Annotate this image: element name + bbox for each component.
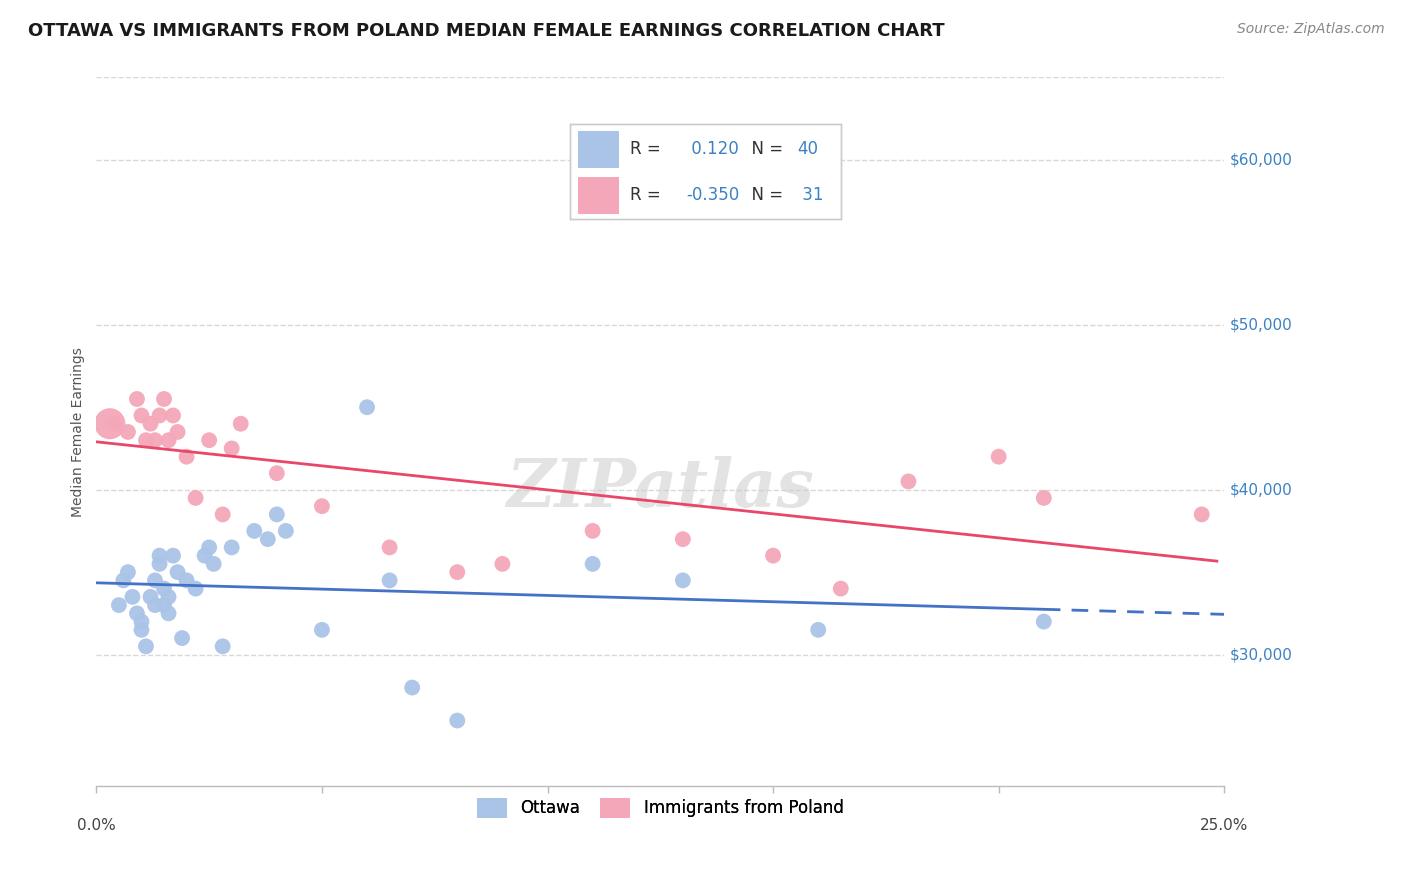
Text: OTTAWA VS IMMIGRANTS FROM POLAND MEDIAN FEMALE EARNINGS CORRELATION CHART: OTTAWA VS IMMIGRANTS FROM POLAND MEDIAN … [28,22,945,40]
Point [176,450,198,464]
Point [194,549,217,563]
Point [491,557,513,571]
Text: $60,000: $60,000 [1230,153,1292,168]
Point [672,532,695,546]
Point [125,392,148,406]
Text: ZIPatlas: ZIPatlas [506,456,814,521]
Point [446,565,468,579]
Point [153,598,176,612]
Point [987,450,1010,464]
Point [582,557,605,571]
Point [131,409,153,423]
Point [446,714,468,728]
Point [131,615,153,629]
Point [184,582,207,596]
Point [153,392,176,406]
Point [202,557,225,571]
Point [157,434,180,448]
Point [807,623,830,637]
Legend: Ottawa, Immigrants from Poland: Ottawa, Immigrants from Poland [471,792,851,824]
Text: 25.0%: 25.0% [1201,818,1249,833]
Text: $40,000: $40,000 [1230,483,1292,497]
Text: $30,000: $30,000 [1230,647,1292,662]
Point [157,590,180,604]
Point [198,434,221,448]
Point [143,434,166,448]
Point [162,409,184,423]
Point [135,640,157,654]
Point [762,549,785,563]
Point [139,590,162,604]
Point [125,607,148,621]
Point [311,623,333,637]
Point [135,434,157,448]
Point [103,417,125,431]
Point [131,623,153,637]
Y-axis label: Median Female Earnings: Median Female Earnings [72,347,86,516]
Point [1032,615,1054,629]
Point [98,417,121,431]
Point [157,607,180,621]
Point [221,541,243,555]
Point [830,582,852,596]
Point [139,417,162,431]
Point [117,565,139,579]
Point [121,590,143,604]
Point [166,425,188,439]
Text: 0.0%: 0.0% [77,818,115,833]
Point [184,491,207,505]
Point [108,598,131,612]
Point [211,640,233,654]
Point [162,549,184,563]
Point [311,499,333,513]
Point [117,425,139,439]
Text: $50,000: $50,000 [1230,318,1292,333]
Point [378,541,401,555]
Point [401,681,423,695]
Point [356,401,378,415]
Text: Source: ZipAtlas.com: Source: ZipAtlas.com [1237,22,1385,37]
Point [112,574,135,588]
Point [148,409,170,423]
Point [176,574,198,588]
Point [243,524,266,538]
Point [143,598,166,612]
Point [229,417,252,431]
Point [221,442,243,456]
Point [198,541,221,555]
Point [143,574,166,588]
Point [897,475,920,489]
Point [1191,508,1213,522]
Point [582,524,605,538]
Point [170,631,193,645]
Point [274,524,297,538]
Point [672,574,695,588]
Point [211,508,233,522]
Point [266,466,288,480]
Point [153,582,176,596]
Point [166,565,188,579]
Point [1032,491,1054,505]
Point [378,574,401,588]
Point [148,557,170,571]
Point [256,532,278,546]
Point [148,549,170,563]
Point [266,508,288,522]
